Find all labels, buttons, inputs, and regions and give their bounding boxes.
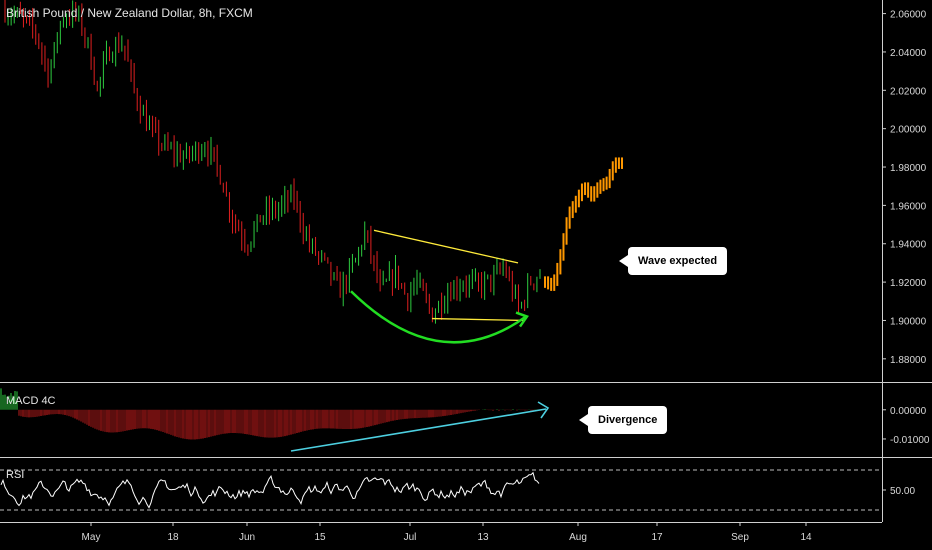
price-tick-label: 2.02000 xyxy=(890,86,927,97)
divergence-callout: Divergence xyxy=(579,406,668,434)
price-tick-label: 1.90000 xyxy=(890,316,927,327)
price-tick-label: 2.00000 xyxy=(890,125,927,136)
price-tick-label: 2.04000 xyxy=(890,48,927,59)
price-tick-label: 1.98000 xyxy=(890,163,927,174)
time-axis[interactable]: May 18 Jun 15 Jul 13 Aug 17 Sep 14 xyxy=(82,522,812,543)
wave-expected-label: Wave expected xyxy=(638,255,718,267)
macd-tick-label: -0.01000 xyxy=(890,435,930,446)
divergence-label: Divergence xyxy=(598,414,658,426)
price-tick-label: 1.96000 xyxy=(890,201,927,212)
price-tick-label: 2.06000 xyxy=(890,10,927,21)
time-tick-label: 18 xyxy=(167,532,179,543)
curved-arrow-head xyxy=(515,311,529,328)
macd-label: MACD 4C xyxy=(6,395,56,407)
time-tick-label: 13 xyxy=(477,532,489,543)
time-tick-label: Sep xyxy=(731,532,749,543)
rsi-tick-label: 50.00 xyxy=(890,486,915,497)
time-tick-label: Jun xyxy=(239,532,255,543)
macd-pane xyxy=(0,388,550,452)
macd-tick-label: 0.00000 xyxy=(890,406,927,417)
time-tick-label: May xyxy=(82,532,101,543)
price-tick-label: 1.94000 xyxy=(890,240,927,251)
price-tick-label: 1.92000 xyxy=(890,278,927,289)
chart-title: British Pound / New Zealand Dollar, 8h, … xyxy=(6,6,253,20)
price-axis[interactable]: 2.06000 2.04000 2.02000 2.00000 1.98000 1.960… xyxy=(882,10,930,497)
callout-pointer xyxy=(619,255,628,267)
callout-pointer xyxy=(579,414,588,426)
time-tick-label: Aug xyxy=(569,532,587,543)
curved-arrow xyxy=(350,290,527,344)
lower-trendline xyxy=(431,317,525,322)
price-pane xyxy=(4,0,623,344)
divergence-arrow-head xyxy=(537,401,550,419)
upper-trendline xyxy=(373,229,519,264)
wave-expected-callout: Wave expected xyxy=(619,247,728,275)
rsi-pane xyxy=(0,469,882,511)
rsi-label: RSI xyxy=(6,469,25,481)
price-tick-label: 1.88000 xyxy=(890,355,927,366)
rsi-line xyxy=(0,471,540,509)
time-tick-label: 14 xyxy=(800,532,812,543)
time-tick-label: 15 xyxy=(314,532,326,543)
time-tick-label: Jul xyxy=(404,532,417,543)
time-tick-label: 17 xyxy=(651,532,663,543)
divergence-line xyxy=(290,408,547,452)
